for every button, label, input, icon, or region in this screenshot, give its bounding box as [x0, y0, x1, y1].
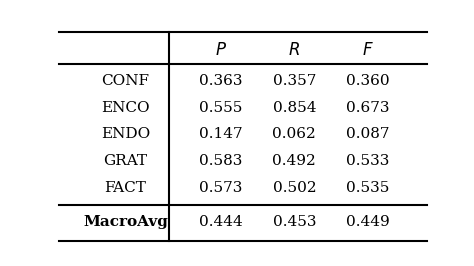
Text: 0.573: 0.573 — [199, 181, 243, 195]
Text: 0.854: 0.854 — [273, 101, 316, 115]
Text: MacroAvg: MacroAvg — [83, 215, 168, 229]
Text: 0.673: 0.673 — [346, 101, 390, 115]
Text: 0.555: 0.555 — [199, 101, 243, 115]
Text: ENCO: ENCO — [101, 101, 150, 115]
Text: 0.363: 0.363 — [199, 74, 243, 88]
Text: 0.360: 0.360 — [346, 74, 390, 88]
Text: $\mathit{R}$: $\mathit{R}$ — [288, 42, 301, 59]
Text: ENDO: ENDO — [101, 127, 150, 141]
Text: 0.583: 0.583 — [199, 154, 243, 168]
Text: 0.449: 0.449 — [346, 215, 390, 229]
Text: CONF: CONF — [101, 74, 149, 88]
Text: $\mathit{F}$: $\mathit{F}$ — [362, 42, 374, 59]
Text: 0.147: 0.147 — [199, 127, 243, 141]
Text: 0.453: 0.453 — [273, 215, 316, 229]
Text: 0.444: 0.444 — [199, 215, 243, 229]
Text: 0.502: 0.502 — [273, 181, 316, 195]
Text: FACT: FACT — [104, 181, 146, 195]
Text: 0.087: 0.087 — [346, 127, 390, 141]
Text: 0.533: 0.533 — [346, 154, 390, 168]
Text: GRAT: GRAT — [103, 154, 147, 168]
Text: 0.535: 0.535 — [346, 181, 390, 195]
Text: 0.357: 0.357 — [273, 74, 316, 88]
Text: 0.062: 0.062 — [273, 127, 316, 141]
Text: 0.492: 0.492 — [273, 154, 316, 168]
Text: $\mathit{P}$: $\mathit{P}$ — [215, 42, 227, 59]
